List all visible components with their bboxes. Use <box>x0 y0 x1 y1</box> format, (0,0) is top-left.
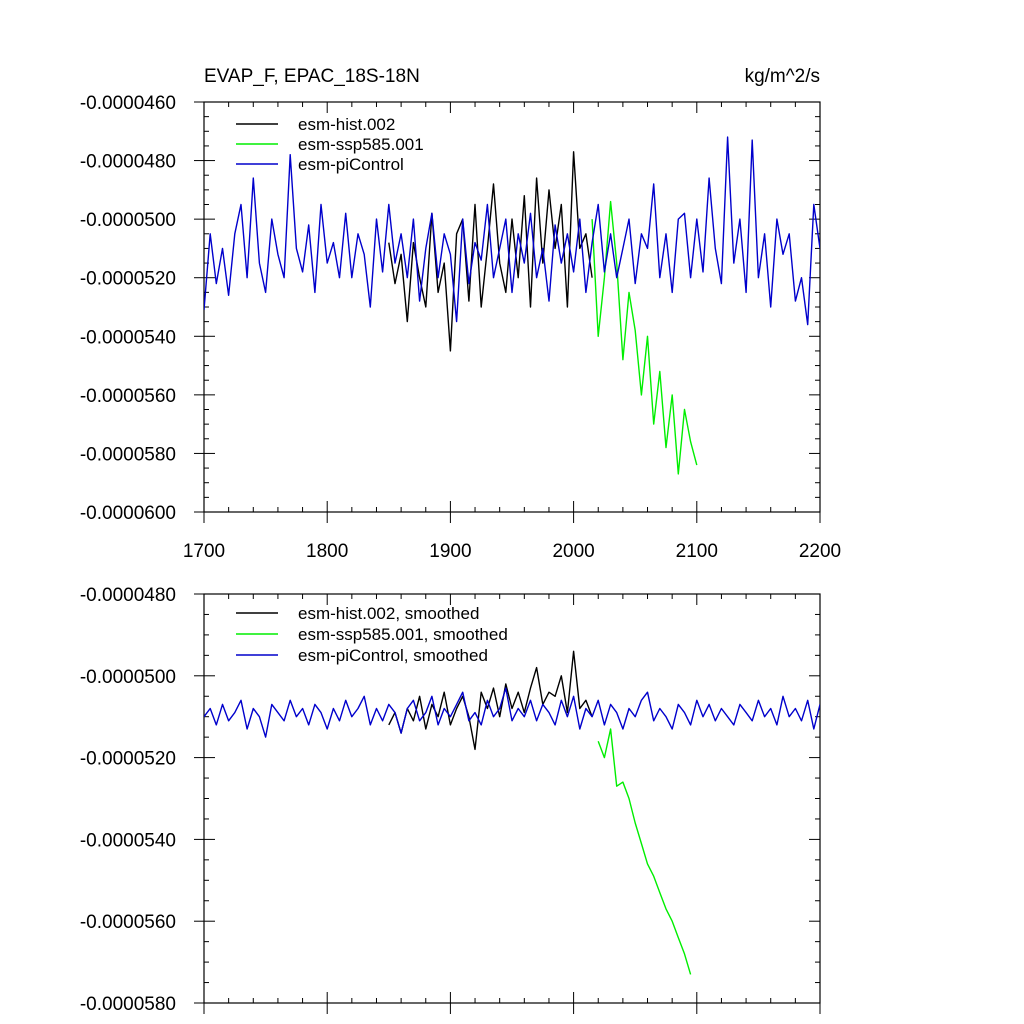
top-x-tick-label: 1800 <box>306 541 348 562</box>
top-legend-label-esm-ssp585-001: esm-ssp585.001 <box>298 135 424 154</box>
bottom-legend-label-esm-hist-002-smoothed: esm-hist.002, smoothed <box>298 604 479 623</box>
top-y-tick-label: -0.0000500 <box>80 210 176 231</box>
bottom-plot-frame <box>203 593 821 1004</box>
bottom-panel: -0.0000480 -0.0000500 -0.0000520 -0.0000540… <box>80 585 821 1015</box>
bottom-legend-label-esm-ssp585-001-smoothed: esm-ssp585.001, smoothed <box>298 625 508 644</box>
top-y-tick-label: -0.0000560 <box>80 386 176 407</box>
top-panel: EVAP_F, EPAC_18S-18N kg/m^2/s 1700 1800 19… <box>80 66 841 562</box>
bottom-y-tick-label: -0.0000480 <box>80 585 176 606</box>
top-x-tick-label: 2100 <box>676 541 718 562</box>
bottom-series-esm-ssp585-001-smoothed <box>597 728 692 975</box>
top-y-tick-label: -0.0000480 <box>80 152 176 173</box>
top-series-esm-picontrol <box>204 136 820 326</box>
bottom-series-esm-picontrol-smoothed <box>204 687 820 738</box>
top-y-tick-label: -0.0000600 <box>80 503 176 524</box>
bottom-y-tick-label: -0.0000520 <box>80 749 176 770</box>
top-y-tick-label: -0.0000460 <box>80 93 176 114</box>
bottom-y-tick-label: -0.0000540 <box>80 830 176 851</box>
top-series-esm-ssp585-001 <box>591 200 698 475</box>
top-y-tick-label: -0.0000520 <box>80 269 176 290</box>
top-x-tick-label: 2200 <box>799 541 841 562</box>
top-y-tick-label: -0.0000580 <box>80 444 176 465</box>
top-panel-title: EVAP_F, EPAC_18S-18N <box>204 66 420 87</box>
bottom-y-tick-label: -0.0000500 <box>80 667 176 688</box>
bottom-legend-label-esm-picontrol-smoothed: esm-piControl, smoothed <box>298 646 488 665</box>
bottom-y-tick-label: -0.0000560 <box>80 912 176 933</box>
top-y-tick-label: -0.0000540 <box>80 327 176 348</box>
bottom-y-tick-label: -0.0000580 <box>80 994 176 1015</box>
top-x-tick-label: 1900 <box>429 541 471 562</box>
top-x-tick-label: 2000 <box>552 541 594 562</box>
bottom-series-esm-hist-002-smoothed <box>388 650 593 751</box>
top-plot-frame <box>203 101 821 513</box>
top-panel-units: kg/m^2/s <box>745 66 820 87</box>
top-x-tick-label: 1700 <box>183 541 225 562</box>
top-legend-label-esm-picontrol: esm-piControl <box>298 155 404 174</box>
top-series-esm-hist-002 <box>388 151 593 352</box>
top-legend-label-esm-hist-002: esm-hist.002 <box>298 115 395 134</box>
